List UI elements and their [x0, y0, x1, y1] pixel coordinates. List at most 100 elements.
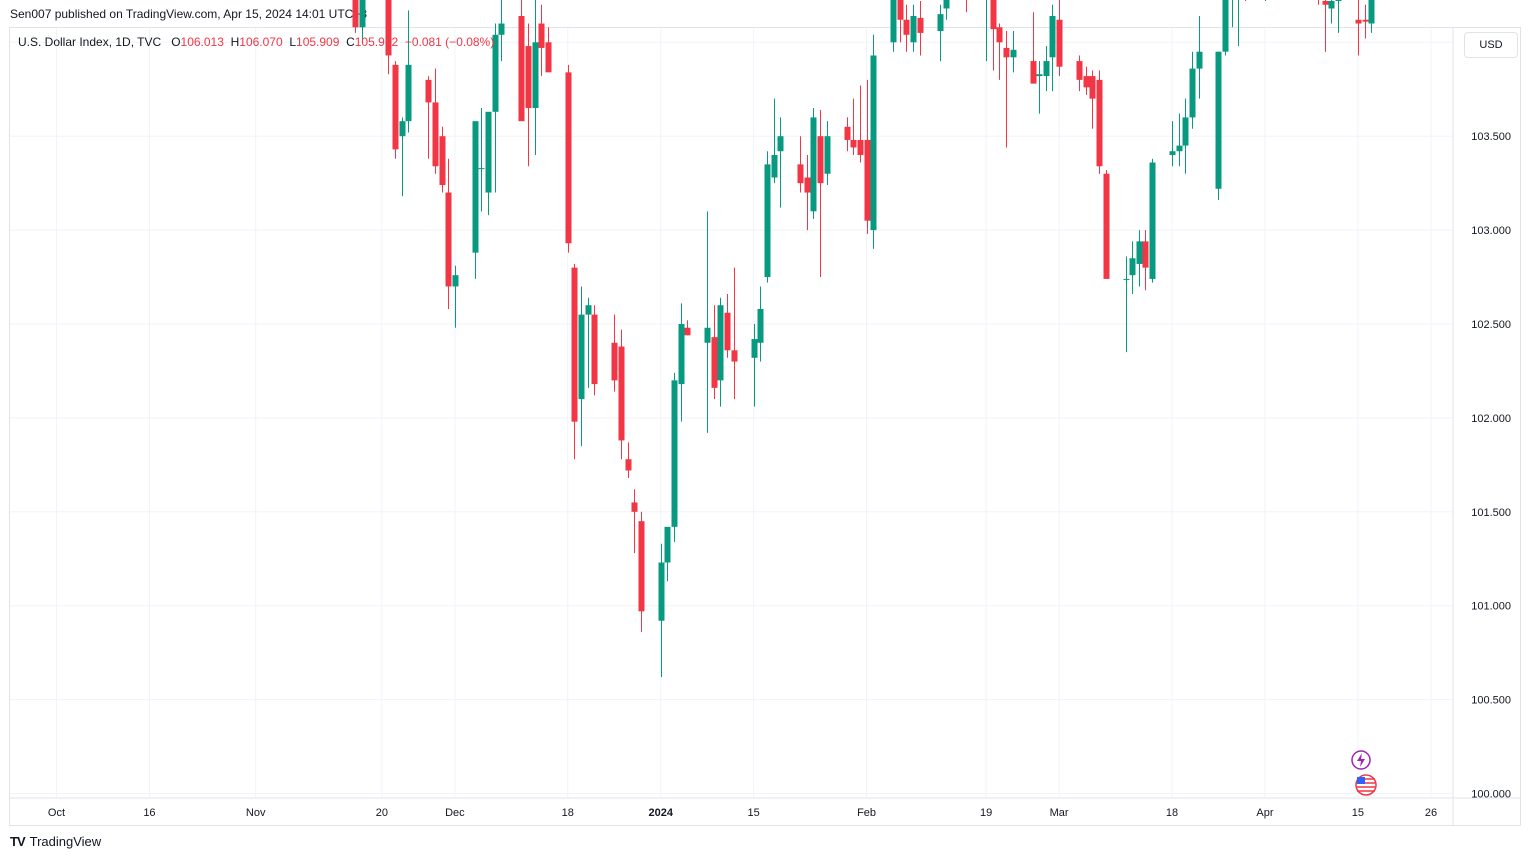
- candle-body[interactable]: [1322, 0, 1329, 5]
- candle-body[interactable]: [1222, 0, 1229, 52]
- candle-body[interactable]: [1196, 51, 1203, 69]
- candle-body[interactable]: [1176, 145, 1183, 152]
- candle-body[interactable]: [352, 0, 359, 28]
- candle-body[interactable]: [857, 139, 864, 155]
- candle-body[interactable]: [545, 42, 552, 73]
- candle-body[interactable]: [664, 526, 671, 563]
- candle-body[interactable]: [731, 350, 738, 362]
- candle-body[interactable]: [571, 267, 578, 422]
- candle-body[interactable]: [704, 327, 711, 343]
- candle-body[interactable]: [611, 342, 618, 381]
- candle-body[interactable]: [525, 46, 532, 109]
- candle-body[interactable]: [518, 16, 525, 122]
- candle-body[interactable]: [903, 19, 910, 35]
- candle-body[interactable]: [678, 324, 685, 385]
- candle-body[interactable]: [1010, 49, 1017, 58]
- candle-body[interactable]: [399, 121, 406, 137]
- candle-body[interactable]: [498, 23, 505, 35]
- candle-body[interactable]: [1129, 258, 1136, 276]
- candle-body[interactable]: [757, 308, 764, 343]
- candle-body[interactable]: [565, 72, 572, 244]
- published-line: Sen007 published on TradingView.com, Apr…: [10, 7, 368, 21]
- candle-body[interactable]: [1089, 76, 1096, 99]
- candle-body[interactable]: [870, 55, 877, 231]
- candle-body[interactable]: [1049, 16, 1056, 58]
- candle-body[interactable]: [1149, 162, 1156, 279]
- candle-body[interactable]: [478, 168, 485, 170]
- candle-body[interactable]: [724, 312, 731, 351]
- candle-body[interactable]: [890, 0, 897, 43]
- candle-body[interactable]: [771, 154, 778, 178]
- candle-body[interactable]: [631, 502, 638, 512]
- candle-body[interactable]: [578, 314, 585, 400]
- footer-brand[interactable]: TV TradingView: [10, 834, 101, 849]
- symbol-name[interactable]: U.S. Dollar Index, 1D, TVC: [18, 35, 162, 49]
- candle-body[interactable]: [1136, 241, 1143, 264]
- candle-body[interactable]: [638, 521, 645, 612]
- candle-body[interactable]: [472, 121, 479, 253]
- currency-button[interactable]: USD: [1464, 32, 1518, 58]
- candle-body[interactable]: [439, 136, 446, 186]
- candle-body[interactable]: [937, 14, 944, 32]
- candle-body[interactable]: [1036, 74, 1043, 77]
- candle-body[interactable]: [1096, 79, 1103, 167]
- candle-body[interactable]: [1103, 173, 1110, 279]
- candle-body[interactable]: [452, 275, 459, 287]
- candle-body[interactable]: [1083, 76, 1090, 88]
- candle-body[interactable]: [1030, 61, 1037, 84]
- candle-body[interactable]: [817, 136, 824, 184]
- candle-body[interactable]: [485, 111, 492, 193]
- candle-body[interactable]: [1182, 117, 1189, 146]
- candle-body[interactable]: [1142, 241, 1149, 268]
- candle-body[interactable]: [658, 562, 665, 621]
- candle-body[interactable]: [1076, 61, 1083, 80]
- candle-body[interactable]: [1056, 19, 1063, 67]
- candle-body[interactable]: [996, 27, 1003, 43]
- candle-body[interactable]: [538, 23, 545, 48]
- candle-body[interactable]: [917, 17, 924, 33]
- candle-body[interactable]: [810, 117, 817, 212]
- candle-body[interactable]: [618, 346, 625, 441]
- candle-body[interactable]: [359, 0, 366, 28]
- candle-body[interactable]: [591, 314, 598, 385]
- candle-body[interactable]: [492, 34, 499, 112]
- candle-body[interactable]: [392, 64, 399, 150]
- candle-body[interactable]: [897, 0, 904, 20]
- candle-body[interactable]: [445, 192, 452, 287]
- candle-body[interactable]: [1189, 68, 1196, 118]
- candle-body[interactable]: [990, 0, 997, 30]
- candle-body[interactable]: [1355, 19, 1362, 24]
- candle-body[interactable]: [824, 136, 831, 174]
- candle-body[interactable]: [1169, 151, 1176, 155]
- candle-body[interactable]: [432, 102, 439, 167]
- candle-body[interactable]: [425, 79, 432, 103]
- candle-body[interactable]: [764, 164, 771, 278]
- candle-body[interactable]: [864, 139, 871, 221]
- candle-body[interactable]: [717, 305, 724, 381]
- candle-body[interactable]: [1328, 0, 1335, 9]
- candle-body[interactable]: [625, 459, 632, 471]
- candle-body[interactable]: [804, 177, 811, 193]
- candle-body[interactable]: [1003, 47, 1010, 58]
- candle-body[interactable]: [532, 42, 539, 109]
- candle-body[interactable]: [385, 0, 392, 56]
- candle-body[interactable]: [1368, 0, 1375, 24]
- candle-body[interactable]: [751, 339, 758, 358]
- candle-body[interactable]: [797, 164, 804, 184]
- candle-body[interactable]: [671, 380, 678, 527]
- candle-body[interactable]: [910, 16, 917, 43]
- candle-body[interactable]: [1362, 19, 1369, 22]
- candle-body[interactable]: [711, 337, 718, 388]
- candle-body[interactable]: [1043, 61, 1050, 77]
- candle-body[interactable]: [943, 0, 950, 9]
- candle-body[interactable]: [844, 126, 851, 140]
- candle-body[interactable]: [777, 136, 784, 152]
- candle-body[interactable]: [585, 305, 592, 315]
- candle-body[interactable]: [850, 139, 857, 148]
- candle-body[interactable]: [1215, 51, 1222, 189]
- candle-body[interactable]: [405, 64, 412, 122]
- candle-body[interactable]: [684, 327, 691, 336]
- candle-body[interactable]: [1335, 0, 1342, 1]
- candle-body[interactable]: [1123, 278, 1130, 280]
